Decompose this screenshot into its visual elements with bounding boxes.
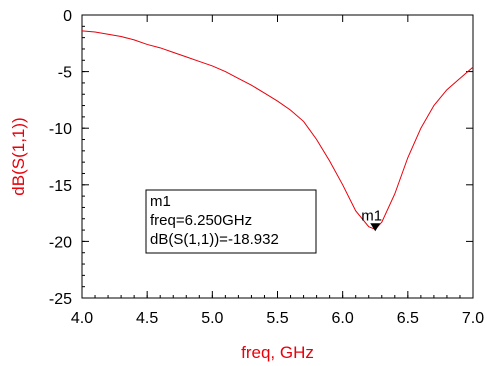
marker-readout-name: m1 xyxy=(150,193,171,210)
x-tick-label: 4.5 xyxy=(136,310,158,327)
y-tick-label: -5 xyxy=(58,65,72,82)
y-axis-title: dB(S(1,1)) xyxy=(9,117,28,195)
x-tick-label: 6.0 xyxy=(332,310,354,327)
marker-triangle-icon[interactable] xyxy=(370,223,381,232)
y-tick-label: -15 xyxy=(49,178,72,195)
x-tick-label: 7.0 xyxy=(462,310,484,327)
x-tick-label: 6.5 xyxy=(397,310,419,327)
y-tick-label: 0 xyxy=(63,8,72,25)
y-tick-label: -25 xyxy=(49,291,72,308)
marker-readout-box xyxy=(145,189,317,254)
x-axis-ticks: 4.0 4.5 5.0 5.5 6.0 6.5 7.0 xyxy=(71,15,484,327)
marker-annotation[interactable]: m1 freq=6.250GHz dB(S(1,1))=-18.932 m1 xyxy=(145,189,382,254)
x-tick-label: 5.0 xyxy=(201,310,223,327)
marker-label: m1 xyxy=(361,207,382,224)
plot-frame xyxy=(81,14,474,299)
marker-readout-value: dB(S(1,1))=-18.932 xyxy=(150,231,279,248)
y-tick-label: -20 xyxy=(49,234,72,251)
s11-curve xyxy=(81,30,474,230)
y-tick-label: -10 xyxy=(49,121,72,138)
marker-readout-freq: freq=6.250GHz xyxy=(150,212,252,229)
x-axis-title: freq, GHz xyxy=(241,343,314,362)
x-tick-label: 4.0 xyxy=(71,310,93,327)
x-tick-label: 5.5 xyxy=(266,310,288,327)
